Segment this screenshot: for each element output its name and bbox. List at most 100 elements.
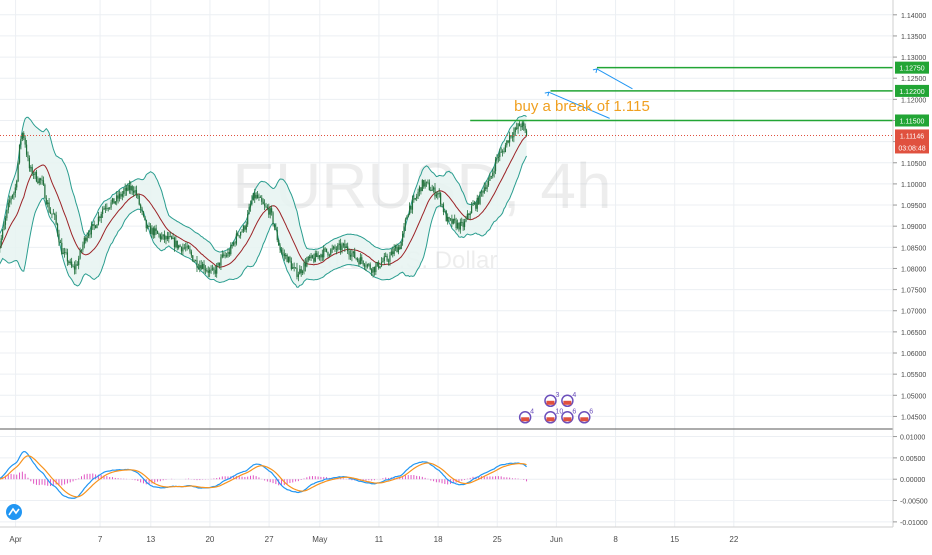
candle-body <box>32 167 33 174</box>
candle-body <box>301 269 302 273</box>
candle-body <box>250 204 251 207</box>
candle-body <box>248 207 249 214</box>
candle-body <box>154 228 155 235</box>
time-tick-label: Apr <box>9 535 22 544</box>
last-price-label: 1.11146 <box>900 133 924 140</box>
tradingview-logo-icon[interactable] <box>6 504 22 520</box>
candle-body <box>105 208 106 209</box>
candle-body <box>123 191 124 194</box>
candle-body <box>209 270 210 273</box>
candle-body <box>168 236 169 239</box>
time-tick-label: 27 <box>265 535 274 544</box>
candle-body <box>347 246 348 251</box>
price-tick-label: 1.06000 <box>901 351 926 358</box>
candle-body <box>427 182 428 183</box>
price-tick-label: 1.09000 <box>901 224 926 231</box>
candle-body <box>337 245 338 250</box>
candle-body <box>112 198 113 202</box>
candle-body <box>446 211 447 221</box>
candle-body <box>130 186 131 190</box>
candle-body <box>184 248 185 249</box>
candle-body <box>227 252 228 256</box>
candle-body <box>441 204 442 205</box>
candle-body <box>382 261 383 262</box>
candle-body <box>525 126 526 131</box>
candle-body <box>272 212 273 224</box>
projection-arrow <box>597 69 632 89</box>
candle-body <box>10 198 11 201</box>
candle-body <box>170 236 171 237</box>
bar-countdown-label: 03:08:48 <box>898 145 925 152</box>
candle-body <box>379 266 380 268</box>
time-tick-label: 22 <box>729 535 738 544</box>
candle-body <box>389 255 390 261</box>
candle-body <box>399 247 400 249</box>
candle-body <box>202 264 203 269</box>
candle-body <box>370 264 371 269</box>
candle-body <box>247 214 248 224</box>
candle-body <box>194 261 195 262</box>
candle-body <box>357 259 358 260</box>
price-tick-label: 1.14000 <box>901 13 926 20</box>
candle-body <box>253 193 254 200</box>
candle-body <box>343 244 344 246</box>
candle-body <box>192 255 193 261</box>
candle-body <box>3 225 4 230</box>
candle-body <box>339 244 340 246</box>
candle-body <box>37 181 38 183</box>
candle-body <box>115 201 116 203</box>
candle-body <box>375 266 376 272</box>
candle-body <box>208 271 209 273</box>
candle-body <box>289 257 290 261</box>
time-tick-label: 25 <box>493 535 502 544</box>
candle-body <box>47 202 48 204</box>
event-count-label: 4 <box>572 392 576 399</box>
candle-body <box>426 182 427 183</box>
candle-body <box>96 225 97 229</box>
price-tick-label: 1.10500 <box>901 161 926 168</box>
flag-icon <box>563 417 571 421</box>
candle-body <box>157 231 158 234</box>
candle-body <box>109 208 110 209</box>
candle-body <box>205 269 206 270</box>
candle-body <box>502 151 503 152</box>
candle-body <box>326 249 327 252</box>
candle-body <box>82 245 83 250</box>
candle-body <box>385 256 386 257</box>
candle-body <box>144 216 145 220</box>
candle-body <box>479 192 480 204</box>
candle-body <box>299 269 300 274</box>
candle-body <box>99 217 100 218</box>
candle-body <box>381 262 382 266</box>
candle-body <box>95 226 96 229</box>
signal-line <box>0 456 527 497</box>
event-count-label: 4 <box>530 408 534 415</box>
candle-body <box>395 246 396 248</box>
candle-body <box>285 255 286 256</box>
event-count-label: 3 <box>555 392 559 399</box>
candle-body <box>325 249 326 250</box>
candle-body <box>413 198 414 200</box>
candle-body <box>265 206 266 207</box>
candle-body <box>453 219 454 224</box>
price-tick-label: 1.08000 <box>901 266 926 273</box>
time-tick-label: 20 <box>205 535 214 544</box>
time-tick-label: 13 <box>146 535 155 544</box>
candle-body <box>108 208 109 209</box>
candle-body <box>179 245 180 246</box>
candle-body <box>341 245 342 250</box>
candle-body <box>305 263 306 267</box>
candle-body <box>120 194 121 197</box>
price-tick-label: 1.05000 <box>901 393 926 400</box>
price-tick-label: 1.05500 <box>901 372 926 379</box>
time-tick-label: 15 <box>670 535 679 544</box>
price-tick-label: 1.04500 <box>901 414 926 421</box>
candle-body <box>489 177 490 181</box>
candle-body <box>306 261 307 267</box>
candle-body <box>484 187 485 192</box>
candle-body <box>9 200 10 202</box>
candle-body <box>216 265 217 273</box>
candle-body <box>519 124 520 127</box>
